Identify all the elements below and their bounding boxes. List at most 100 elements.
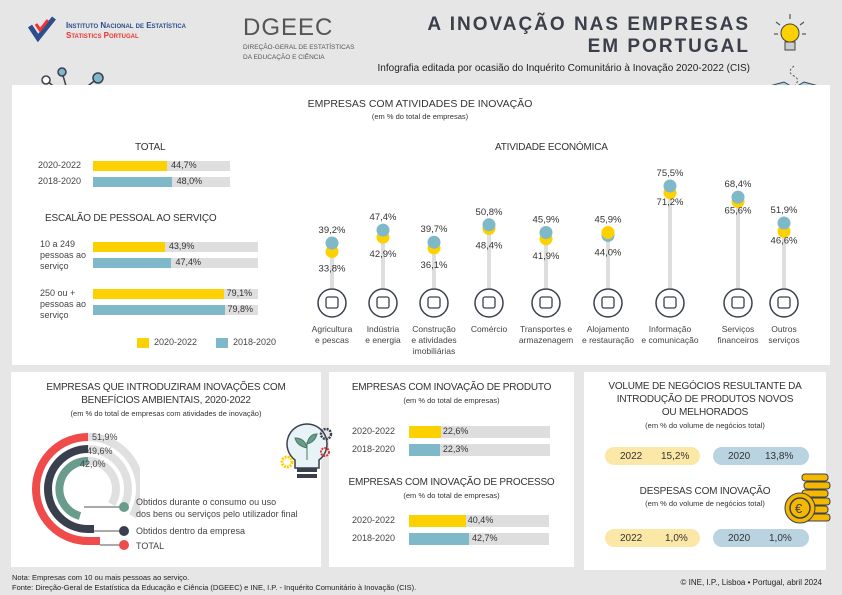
lollipop-dot-2018-2020 bbox=[663, 179, 677, 193]
turnover-pill-2020: 2020 13,8% bbox=[713, 447, 809, 465]
spending-subtitle: (em % do volume de negócios total) bbox=[645, 499, 765, 508]
coins-euro-icon: € bbox=[784, 473, 831, 524]
plant-icon bbox=[317, 288, 347, 318]
ine-logo[interactable]: Instituto Nacional de Estatística Statis… bbox=[28, 16, 228, 44]
bar-value: 48,0% bbox=[176, 176, 203, 186]
category-label: Agricultura bbox=[312, 324, 353, 334]
category-label: Informação bbox=[649, 324, 692, 334]
crane-icon bbox=[419, 288, 449, 318]
pill-value: 1,0% bbox=[665, 532, 688, 544]
plant-icon-glyph bbox=[325, 296, 339, 309]
total-row-label: 2020-2022 bbox=[38, 160, 82, 170]
bar-value: 44,7% bbox=[171, 160, 197, 170]
svg-text:€: € bbox=[795, 501, 803, 516]
data-label: 48,4% bbox=[476, 241, 503, 252]
process-bar-2020-2022: 40,4% bbox=[409, 515, 549, 527]
pill-value: 13,8% bbox=[765, 450, 794, 462]
data-label: 39,7% bbox=[421, 224, 448, 235]
lollipop-dot-2018-2020 bbox=[539, 225, 553, 239]
data-label: 51,9% bbox=[771, 205, 798, 216]
category-label: Transportes e bbox=[520, 324, 572, 334]
environment-subtitle: (em % do total de empresas com atividade… bbox=[70, 409, 262, 418]
environment-ring-chart bbox=[32, 433, 140, 550]
size-group-label: 250 ou + pessoas ao serviço bbox=[40, 288, 87, 320]
legend-consumer-2: dos bens ou serviços pelo utilizador fin… bbox=[136, 509, 298, 519]
gears-icon-glyph bbox=[376, 296, 390, 309]
data-label: 33,8% bbox=[319, 263, 346, 274]
ring-value-company: 49,6% bbox=[87, 446, 113, 456]
bed-icon-glyph bbox=[601, 296, 615, 309]
legend-dot-company bbox=[119, 526, 129, 536]
category-label: serviços bbox=[768, 335, 799, 345]
data-label: 46,6% bbox=[771, 235, 798, 246]
activity-title: ATIVIDADE ECONÓMICA bbox=[495, 142, 608, 153]
bar-fill bbox=[409, 533, 469, 545]
data-label: 65,6% bbox=[725, 206, 752, 217]
category-label: Construção bbox=[412, 324, 456, 334]
category-label: e comunicação bbox=[641, 335, 698, 345]
ring-value-consumer: 42,0% bbox=[80, 459, 106, 469]
footer-note: Nota: Empresas com 10 ou mais pessoas ao… bbox=[12, 573, 190, 582]
lollipop-dot-2018-2020 bbox=[325, 236, 339, 250]
bar-value: 22,6% bbox=[442, 426, 469, 436]
total-row-label: 2018-2020 bbox=[38, 176, 82, 186]
dgeec-line1: DIREÇÃO-GERAL DE ESTATÍSTICAS bbox=[243, 44, 355, 51]
data-label: 44,0% bbox=[595, 247, 622, 258]
data-label: 36,1% bbox=[421, 260, 448, 271]
total-title: TOTAL bbox=[135, 142, 166, 153]
total-bar-2020-2022: 44,7% bbox=[93, 160, 230, 171]
turnover-title: VOLUME DE NEGÓCIOS RESULTANTE DA bbox=[608, 381, 802, 392]
size-bar: 79,1% bbox=[93, 288, 258, 299]
turnover-title-3: OU MELHORADOS bbox=[661, 407, 749, 418]
legend-swatch-2020-2022 bbox=[137, 338, 149, 348]
cart-icon-glyph bbox=[482, 296, 496, 309]
category-label: e restauração bbox=[582, 335, 634, 345]
process-subtitle: (em % do total de empresas) bbox=[403, 491, 500, 500]
data-label: 42,9% bbox=[370, 249, 397, 260]
legend-consumer: Obtidos durante o consumo ou uso bbox=[136, 497, 277, 507]
pill-year: 2020 bbox=[728, 450, 751, 462]
category-label: financeiros bbox=[717, 335, 758, 345]
process-row-label: 2020-2022 bbox=[352, 515, 396, 525]
legend-total: TOTAL bbox=[136, 541, 165, 551]
legend-company: Obtidos dentro da empresa bbox=[136, 526, 246, 536]
category-label: Comércio bbox=[471, 324, 508, 334]
legend-dot-consumer bbox=[119, 502, 129, 512]
main-title: EMPRESAS COM ATIVIDADES DE INOVAÇÃO bbox=[307, 98, 533, 110]
bed-icon bbox=[593, 288, 623, 318]
bar-fill bbox=[93, 161, 167, 171]
category-label: e pescas bbox=[315, 335, 349, 345]
ring-within-company bbox=[44, 445, 94, 533]
legend-label: 2018-2020 bbox=[233, 337, 277, 347]
spending-pill-2022: 2022 1,0% bbox=[605, 529, 700, 547]
legend-label: 2020-2022 bbox=[154, 337, 198, 347]
footer-source: Fonte: Direção-Geral de Estatística da E… bbox=[12, 583, 417, 592]
bar-value: 22,3% bbox=[442, 444, 469, 454]
dgeec-logo[interactable]: DGEEC DIREÇÃO-GERAL DE ESTATÍSTICAS DA E… bbox=[243, 14, 363, 64]
product-bar-2018-2020: 22,3% bbox=[409, 444, 550, 456]
spending-pill-2020: 2020 1,0% bbox=[713, 529, 809, 547]
money-icon-glyph bbox=[731, 296, 745, 309]
crane-icon-glyph bbox=[427, 296, 441, 309]
briefcase-icon bbox=[769, 288, 799, 318]
bar-value: 40,4% bbox=[467, 515, 494, 525]
phone-icon-glyph bbox=[663, 296, 677, 309]
pill-year: 2020 bbox=[728, 532, 751, 544]
lollipop-dot-2018-2020 bbox=[482, 218, 496, 232]
bulb-plant-icon bbox=[280, 423, 333, 478]
turnover-pill-2022: 2022 15,2% bbox=[605, 447, 700, 465]
lollipop-dot-2018-2020 bbox=[427, 235, 441, 249]
bar-value: 43,9% bbox=[168, 241, 195, 251]
ring-track bbox=[87, 445, 132, 533]
size-group-label: 10 a 249 pessoas ao serviço bbox=[40, 239, 87, 271]
bar-fill bbox=[93, 305, 225, 315]
legend-dot-total bbox=[119, 540, 129, 550]
total-bar-2018-2020: 48,0% bbox=[93, 176, 230, 187]
size-bar: 43,9% bbox=[93, 241, 258, 252]
data-label: 41,9% bbox=[533, 251, 560, 262]
category-label: e energia bbox=[365, 335, 401, 345]
ine-name: Instituto Nacional de Estatística bbox=[66, 21, 186, 30]
lollipop-dot-2018-2020 bbox=[376, 223, 390, 237]
turnover-title-2: INTRODUÇÃO DE PRODUTOS NOVOS bbox=[616, 394, 794, 405]
dgeec-wordmark: DGEEC bbox=[243, 14, 334, 41]
